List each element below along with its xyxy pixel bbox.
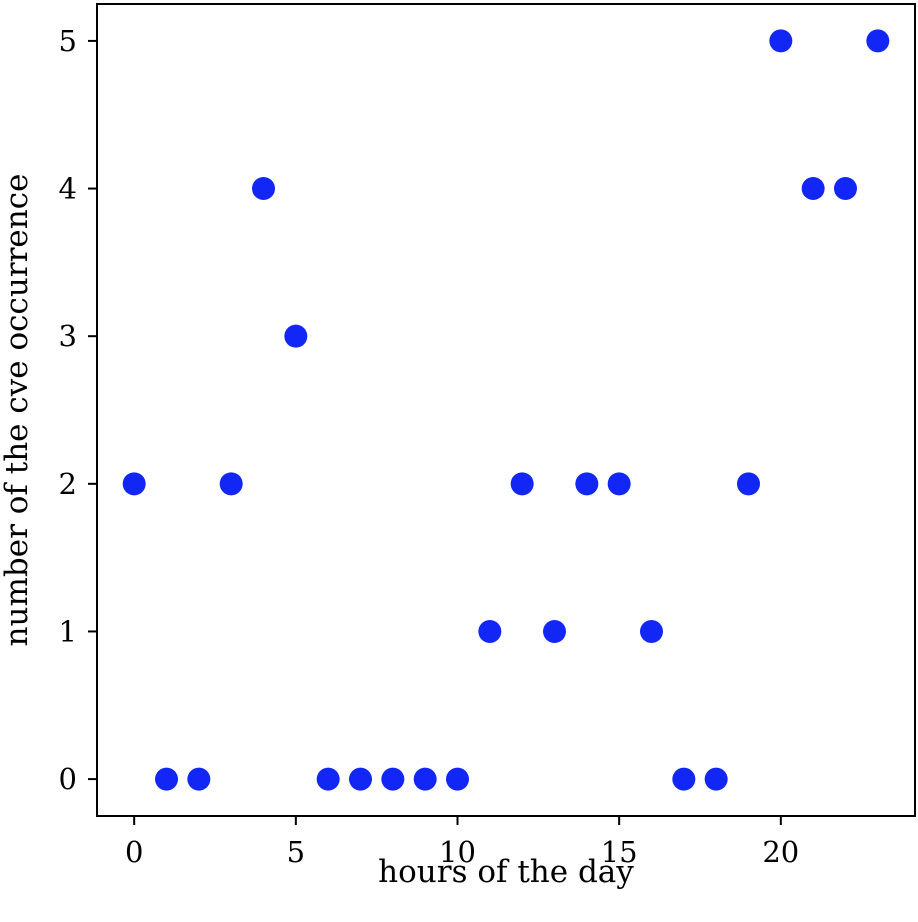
data-point	[413, 767, 437, 791]
y-tick-label: 4	[59, 172, 77, 206]
x-tick-label: 20	[762, 835, 799, 869]
y-tick-label: 3	[59, 319, 77, 353]
y-tick-label: 5	[59, 24, 77, 58]
x-axis-ticks: 0 5 10 15 20	[125, 816, 799, 869]
data-point	[607, 472, 631, 496]
data-point	[672, 767, 696, 791]
y-axis-label: number of the cve occurrence	[0, 174, 35, 647]
data-point	[769, 29, 793, 53]
x-tick-label: 5	[287, 835, 305, 869]
plot-area-frame	[96, 3, 916, 817]
data-point	[446, 767, 470, 791]
data-point	[866, 29, 890, 53]
data-point	[478, 619, 502, 643]
data-point	[639, 619, 663, 643]
y-tick-label: 0	[59, 762, 77, 796]
data-point	[575, 472, 599, 496]
data-point	[155, 767, 179, 791]
data-point	[349, 767, 373, 791]
data-point	[510, 472, 534, 496]
y-tick-label: 2	[59, 467, 77, 501]
data-point	[252, 177, 276, 201]
data-point	[284, 324, 308, 348]
x-tick-label: 10	[439, 835, 476, 869]
data-point	[219, 472, 243, 496]
x-tick-label: 0	[125, 835, 143, 869]
data-point	[542, 619, 566, 643]
data-point	[381, 767, 405, 791]
y-axis-ticks: 0 1 2 3 4 5	[59, 24, 97, 796]
data-points	[122, 29, 890, 791]
data-point	[704, 767, 728, 791]
x-axis-label: hours of the day	[378, 854, 634, 890]
data-point	[122, 472, 146, 496]
data-point	[833, 177, 857, 201]
data-point	[316, 767, 340, 791]
data-point	[801, 177, 825, 201]
data-point	[736, 472, 760, 496]
y-tick-label: 1	[59, 614, 77, 648]
x-tick-label: 15	[601, 835, 638, 869]
data-point	[187, 767, 211, 791]
